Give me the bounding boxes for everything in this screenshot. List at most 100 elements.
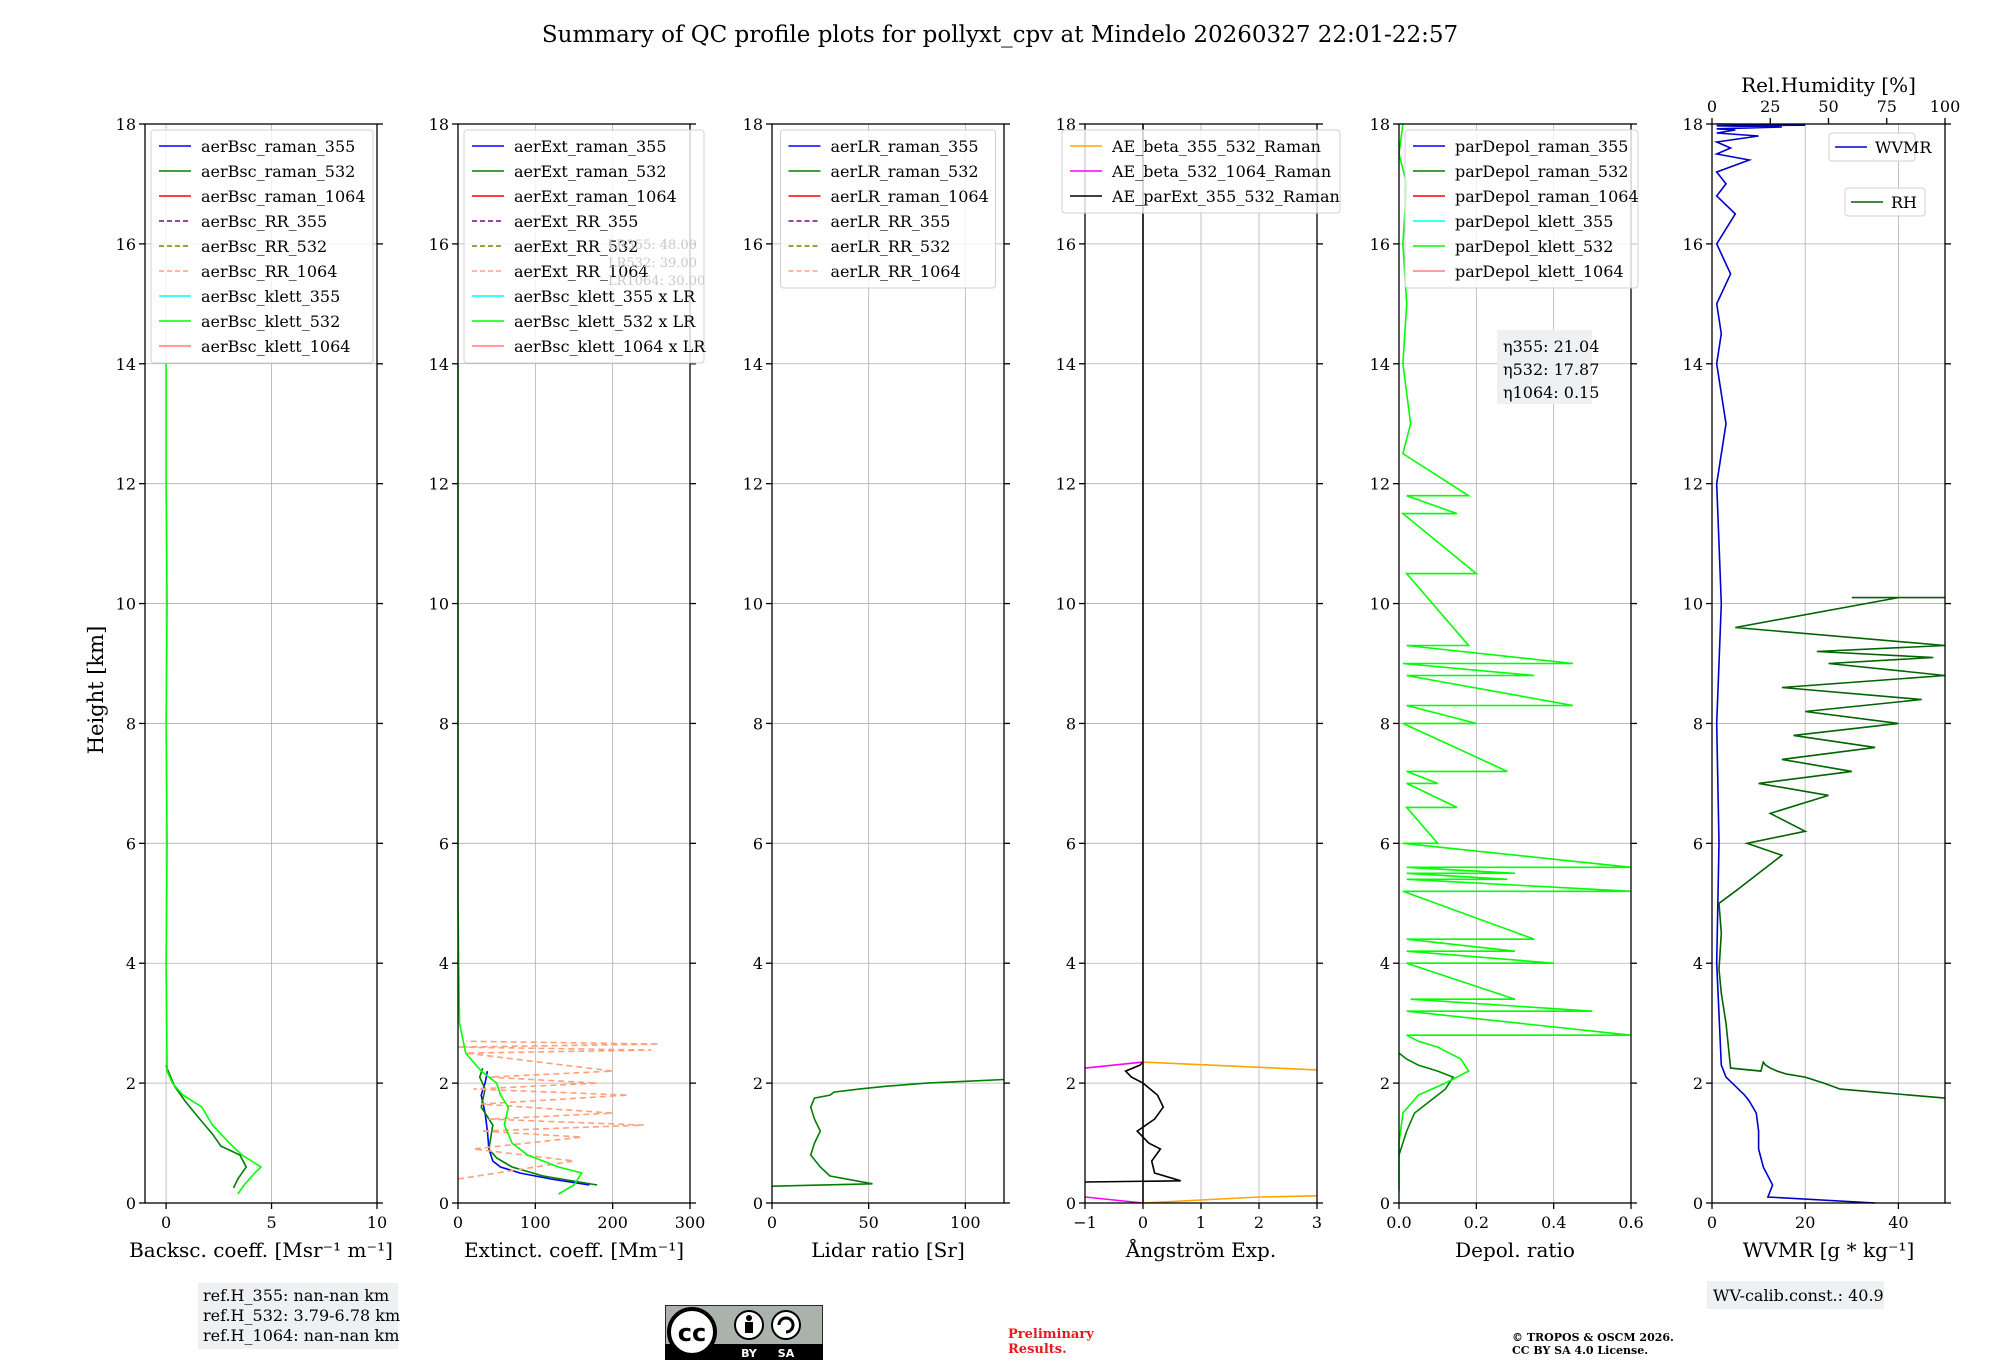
ytick-label-16: 16	[743, 235, 763, 254]
xtick-label-1: 100	[520, 1213, 551, 1232]
ytick-label-4: 4	[1693, 954, 1703, 973]
legend-label-pardepol-raman-1064: parDepol_raman_1064	[1455, 187, 1639, 206]
ytick-label-10: 10	[1683, 595, 1703, 614]
eta-label-0: η355: 21.04	[1503, 337, 1599, 356]
y-axis-label: Height [km]	[84, 626, 108, 755]
ref-height-0: ref.H_355: nan-nan km	[203, 1286, 389, 1305]
legend-label-aerbsc-raman-1064: aerBsc_raman_1064	[201, 187, 366, 206]
xtick-label-0: 0	[1707, 1213, 1717, 1232]
ytick-label-8: 8	[126, 714, 136, 733]
ytick-label-0: 0	[126, 1194, 136, 1213]
top-xtick-label-1: 25	[1760, 97, 1780, 116]
legend-box-wvmr	[1828, 132, 1916, 162]
ytick-label-18: 18	[743, 115, 763, 134]
lr-label-0: LR355: 48.00	[608, 238, 697, 253]
legend-lr: aerLR_raman_355 aerLR_raman_532 aerLR_rama…	[780, 129, 996, 289]
xtick-label-1: 0	[1138, 1213, 1148, 1232]
xtick-label-1: 5	[266, 1213, 276, 1232]
series-pardepol-raman-532-0	[1398, 1052, 1455, 1156]
xtick-label-2: 40	[1888, 1213, 1908, 1232]
panel-ext: 0 2 4 6 8 10 12 14 16 18 0 100 200 300 Extinct. coeff.…	[429, 115, 707, 1262]
ytick-label-14: 14	[1683, 355, 1703, 374]
legend-label-ae-parext-355-532-raman: AE_parExt_355_532_Raman	[1111, 187, 1340, 206]
panel-bsc: 0 2 4 6 8 10 12 14 16 18 0 5 10 Backsc. coeff. [Msr⁻¹…	[116, 115, 400, 1349]
series-ae-beta-532-1064-raman-3	[1084, 1196, 1144, 1204]
legend-label-aerlr-rr-532: aerLR_RR_532	[831, 237, 951, 256]
legend-depol: parDepol_raman_355 parDepol_raman_532 parD…	[1404, 129, 1639, 289]
ytick-label-2: 2	[1066, 1074, 1076, 1093]
series-ae-beta-532-1064-raman-2	[1084, 1061, 1144, 1069]
legend-bsc: aerBsc_raman_355 aerBsc_raman_532 aerBsc_r…	[150, 129, 374, 364]
ytick-label-14: 14	[743, 355, 763, 374]
ytick-label-16: 16	[1056, 235, 1076, 254]
ytick-label-10: 10	[1056, 595, 1076, 614]
lr-label-1: LR532: 39.00	[608, 256, 697, 271]
ytick-label-12: 12	[116, 475, 136, 494]
ytick-label-18: 18	[116, 115, 136, 134]
xtick-label-2: 1	[1196, 1213, 1206, 1232]
xtick-label-1: 20	[1795, 1213, 1815, 1232]
ytick-label-4: 4	[439, 954, 449, 973]
legend-label-aerlr-rr-355: aerLR_RR_355	[831, 212, 951, 231]
sa-share-arrow	[777, 1316, 795, 1334]
legend-label-aerbsc-rr-1064: aerBsc_RR_1064	[201, 262, 337, 281]
ytick-label-0: 0	[1693, 1194, 1703, 1213]
xtick-label-1: 0.2	[1464, 1213, 1489, 1232]
eta-label-2: η1064: 0.15	[1503, 383, 1599, 402]
ytick-label-10: 10	[743, 595, 763, 614]
legend-label-aerlr-raman-1064: aerLR_raman_1064	[831, 187, 989, 206]
ytick-label-10: 10	[429, 595, 449, 614]
series-aerext-rr-1064-2	[457, 1040, 660, 1180]
ytick-label-6: 6	[753, 834, 763, 853]
ytick-label-8: 8	[1380, 714, 1390, 733]
ref-height-2: ref.H_1064: nan-nan km	[203, 1326, 399, 1345]
series-aerbsc-klett-532-1	[165, 363, 263, 1195]
legend-label-aerbsc-klett-355: aerBsc_klett_355	[201, 287, 340, 306]
axes-frame	[1398, 123, 1632, 1204]
ytick-label-0: 0	[1380, 1194, 1390, 1213]
ytick-label-12: 12	[1056, 475, 1076, 494]
xtick-label-2: 0.4	[1541, 1213, 1566, 1232]
ytick-label-4: 4	[753, 954, 763, 973]
legend-label-aerlr-raman-355: aerLR_raman_355	[831, 137, 979, 156]
ytick-label-14: 14	[116, 355, 136, 374]
xtick-label-3: 0.6	[1618, 1213, 1643, 1232]
xlabel-bsc: Backsc. coeff. [Msr⁻¹ m⁻¹]	[129, 1238, 393, 1262]
ytick-label-12: 12	[1683, 475, 1703, 494]
ytick-label-18: 18	[1683, 115, 1703, 134]
cc-logo-icon	[667, 1307, 717, 1357]
ytick-label-2: 2	[439, 1074, 449, 1093]
top-xtick-label-2: 50	[1818, 97, 1838, 116]
legend-wv: WVMR RH	[1828, 132, 1932, 217]
legend-ext: aerExt_raman_355 aerExt_raman_532 aerExt_r…	[463, 129, 706, 364]
by-person-head	[746, 1315, 752, 1321]
ytick-label-0: 0	[439, 1194, 449, 1213]
ytick-label-4: 4	[1066, 954, 1076, 973]
legend-label-aerbsc-rr-355: aerBsc_RR_355	[201, 212, 327, 231]
ytick-label-16: 16	[429, 235, 449, 254]
xtick-label-3: 2	[1254, 1213, 1264, 1232]
series-ae-parext-355-532-raman-5	[1084, 1061, 1181, 1183]
cc-by-label: BY	[741, 1347, 758, 1360]
legend-label-aerbsc-raman-355: aerBsc_raman_355	[201, 137, 355, 156]
xtick-label-2: 100	[950, 1213, 981, 1232]
ytick-label-2: 2	[753, 1074, 763, 1093]
legend-box	[780, 129, 996, 289]
xlabel-wv: WVMR [g * kg⁻¹]	[1743, 1238, 1915, 1262]
legend-label-ae-beta-532-1064-raman: AE_beta_532_1064_Raman	[1111, 162, 1331, 181]
legend-label-aerlr-raman-532: aerLR_raman_532	[831, 162, 979, 181]
series-wvmr-0	[1713, 123, 1876, 1204]
legend-label-aerext-rr-532: aerExt_RR_532	[514, 237, 638, 256]
ytick-label-6: 6	[1693, 834, 1703, 853]
ytick-label-16: 16	[1683, 235, 1703, 254]
ytick-label-8: 8	[439, 714, 449, 733]
legend-label-pardepol-klett-532: parDepol_klett_532	[1455, 237, 1613, 256]
legend-label-aerbsc-klett-355-x-lr: aerBsc_klett_355 x LR	[514, 287, 696, 306]
xtick-label-0: −1	[1073, 1213, 1097, 1232]
ytick-label-10: 10	[1370, 595, 1390, 614]
cc-license-badge: cc BY SA	[664, 1304, 824, 1361]
ytick-label-0: 0	[753, 1194, 763, 1213]
legend-label-aerbsc-klett-1064-x-lr: aerBsc_klett_1064 x LR	[514, 337, 706, 356]
